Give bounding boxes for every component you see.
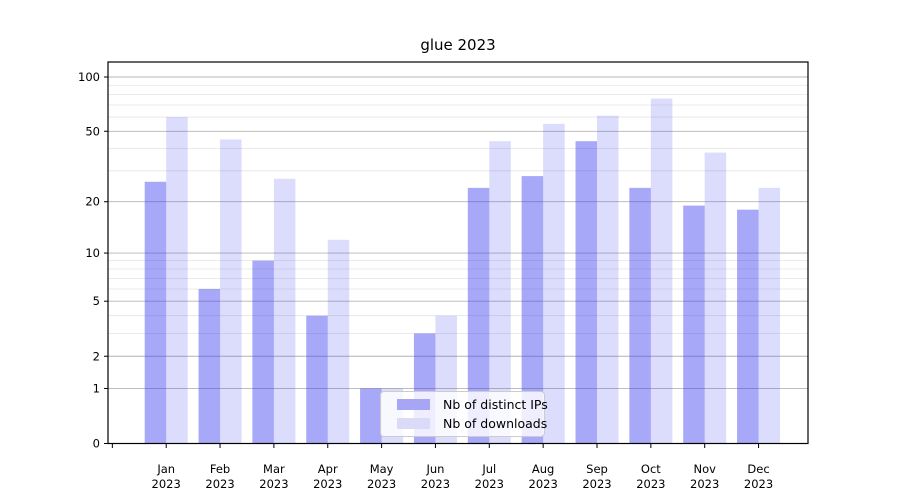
- y-tick-label: 0: [93, 437, 100, 451]
- x-tick-label-year: 2023: [475, 477, 504, 491]
- y-tick-label: 5: [93, 294, 100, 308]
- bar-distinct-ips-Oct: [629, 187, 651, 444]
- legend-item-downloads: Nb of downloads: [397, 416, 547, 431]
- x-tick-label-month: Dec: [747, 462, 769, 476]
- y-tick-label: 10: [85, 246, 100, 260]
- bar-downloads-Jul: [489, 141, 511, 444]
- x-tick-label-year: 2023: [529, 477, 558, 491]
- bar-distinct-ips-Apr: [306, 315, 328, 444]
- y-tick-label: 50: [85, 124, 100, 138]
- x-tick-label-year: 2023: [421, 477, 450, 491]
- x-tick-label-year: 2023: [367, 477, 396, 491]
- legend-label-downloads: Nb of downloads: [443, 415, 548, 431]
- bar-downloads-Dec: [758, 187, 781, 444]
- y-tick-label: 20: [85, 195, 100, 209]
- x-tick-label-month: Jan: [156, 462, 175, 476]
- bar-downloads-Sep: [597, 115, 619, 444]
- x-tick-label-year: 2023: [744, 477, 773, 491]
- x-tick-label-month: Nov: [693, 462, 716, 476]
- chart-title: glue 2023: [420, 36, 496, 54]
- x-tick-label-month: Sep: [586, 462, 608, 476]
- x-tick-label-month: Oct: [641, 462, 661, 476]
- x-tick-label-year: 2023: [690, 477, 719, 491]
- bar-distinct-ips-Nov: [683, 205, 705, 444]
- legend-item-distinct-ips: Nb of distinct IPs: [397, 397, 548, 412]
- x-tick-label-month: Mar: [263, 462, 285, 476]
- bar-distinct-ips-Sep: [575, 141, 597, 444]
- x-tick-label-year: 2023: [636, 477, 665, 491]
- bar-distinct-ips-Mar: [252, 260, 274, 444]
- bar-distinct-ips-May: [360, 388, 382, 444]
- bar-downloads-Mar: [273, 178, 296, 444]
- x-tick-label-year: 2023: [259, 477, 288, 491]
- x-tick-label-month: Jul: [481, 462, 496, 476]
- bar-downloads-Oct: [650, 98, 673, 444]
- x-tick-label-year: 2023: [152, 477, 181, 491]
- bar-downloads-Feb: [220, 139, 242, 444]
- x-tick-label-year: 2023: [205, 477, 234, 491]
- x-tick-label-month: Jun: [425, 462, 444, 476]
- legend: Nb of distinct IPs Nb of downloads: [380, 391, 548, 437]
- x-tick-label-month: Apr: [318, 462, 338, 476]
- x-tick-label-month: May: [370, 462, 394, 476]
- bar-downloads-Jan: [166, 117, 188, 444]
- y-tick-label: 100: [78, 70, 100, 84]
- y-tick-label: 1: [93, 381, 100, 395]
- legend-swatch-downloads-icon: [397, 417, 430, 429]
- legend-swatch-distinct-ips-icon: [397, 399, 430, 411]
- bar-distinct-ips-Jan: [144, 181, 167, 444]
- x-tick-label-year: 2023: [582, 477, 611, 491]
- bar-distinct-ips-Jul: [467, 187, 490, 444]
- bar-distinct-ips-Dec: [737, 209, 759, 444]
- x-tick-label-month: Feb: [210, 462, 230, 476]
- bar-downloads-Nov: [704, 152, 727, 444]
- x-tick-label-year: 2023: [313, 477, 342, 491]
- bar-distinct-ips-Feb: [198, 288, 221, 444]
- bar-downloads-Apr: [327, 239, 350, 444]
- y-tick-label: 2: [93, 349, 100, 363]
- bar-distinct-ips-Aug: [521, 176, 544, 444]
- legend-label-distinct-ips: Nb of distinct IPs: [443, 397, 548, 413]
- bar-downloads-Aug: [543, 123, 565, 444]
- x-tick-label-month: Aug: [532, 462, 554, 476]
